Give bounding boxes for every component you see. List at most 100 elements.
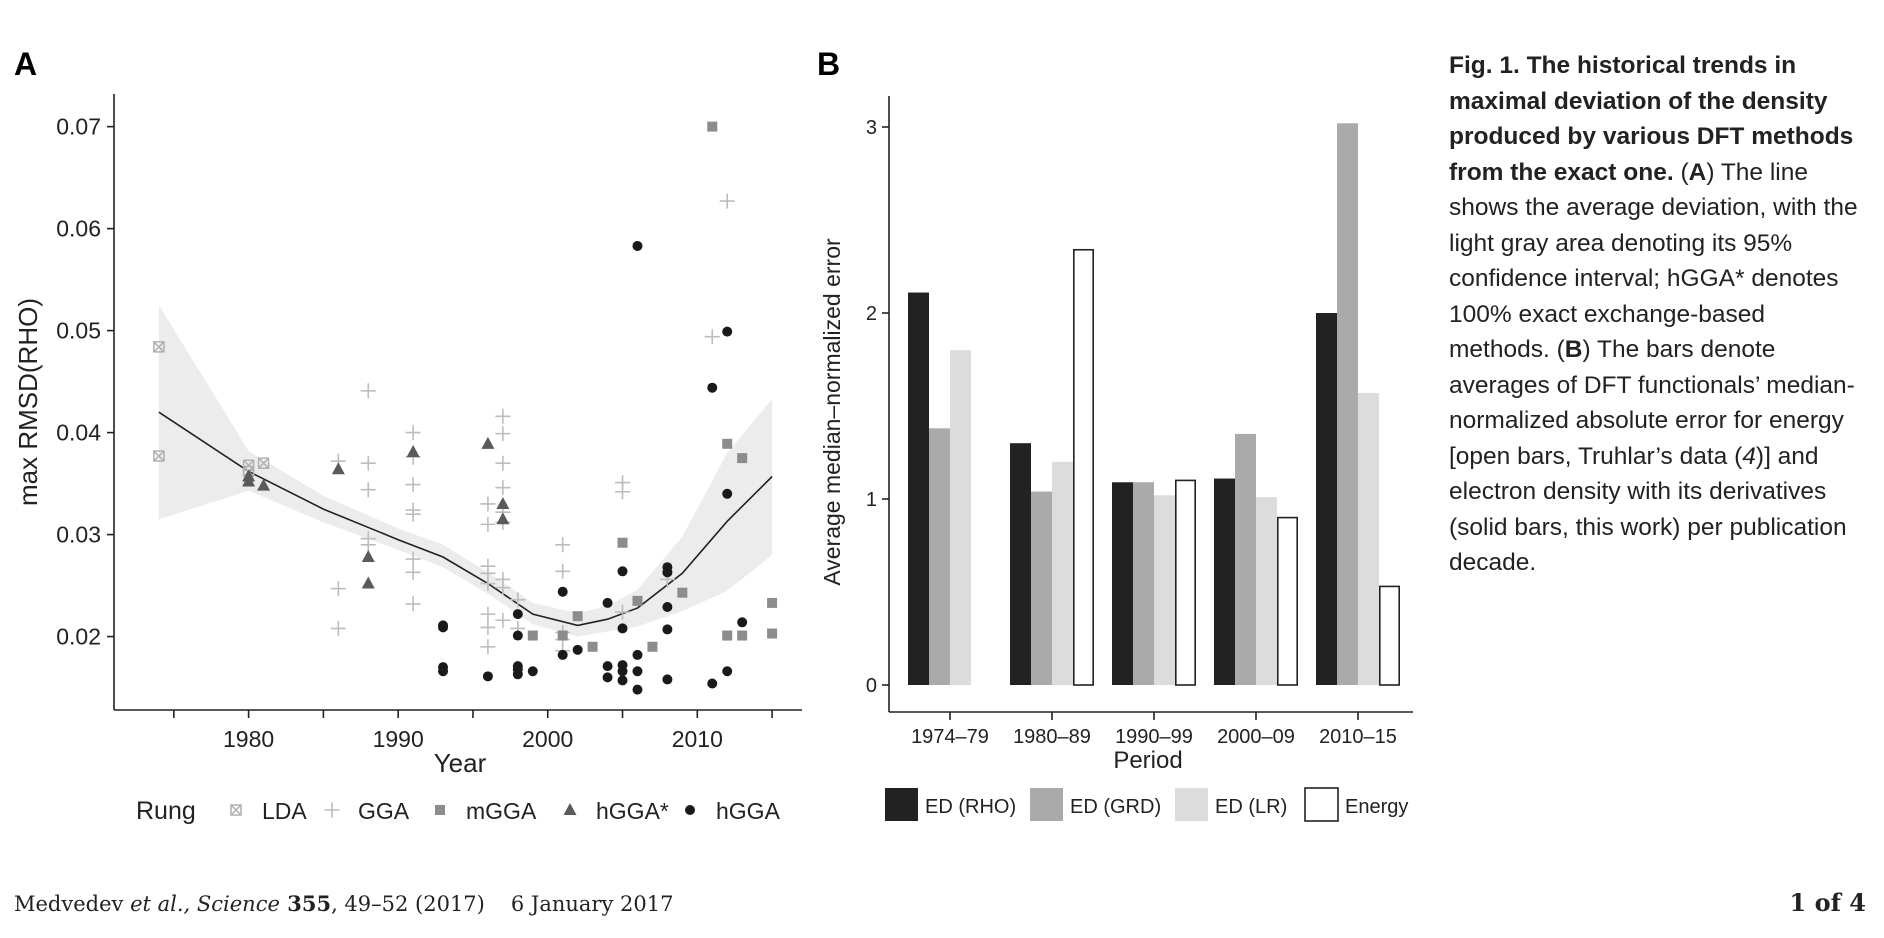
mgga-point <box>527 630 538 641</box>
y-tick-label: 0.07 <box>56 114 101 140</box>
gga-point <box>480 576 496 592</box>
bar-energy-2 <box>1072 248 1094 686</box>
bar-ed-grd-1 <box>929 428 950 685</box>
data-points <box>153 121 778 695</box>
hgga-point <box>737 617 748 628</box>
hgga-point <box>662 567 673 578</box>
gga-point <box>480 606 496 622</box>
legend-marker-gga <box>324 802 340 818</box>
gga-point <box>495 408 511 424</box>
axes-b <box>888 96 1413 713</box>
figure-caption: Fig. 1. The historical trends in maximal… <box>1449 48 1869 581</box>
x-tick-label: 2010 <box>672 726 723 752</box>
y-tick-label: 2 <box>866 303 877 325</box>
mgga-point <box>722 630 733 641</box>
caption-letter-b: B <box>1564 336 1583 363</box>
gga-point <box>495 612 511 628</box>
y-tick-label: 3 <box>866 117 877 139</box>
legend-marker-hgga-star <box>563 803 577 815</box>
bar-energy-3 <box>1174 479 1196 686</box>
gga-point <box>405 564 421 580</box>
mgga-point <box>737 630 748 641</box>
hgga-star-point <box>361 576 375 589</box>
hgga-point <box>632 649 643 660</box>
gga-point <box>480 496 496 512</box>
gga-point <box>480 619 496 635</box>
citation-journal: Science <box>196 892 280 916</box>
gga-point <box>405 596 421 612</box>
x-axis-ticks-b: 1974–79 1980–89 1990–99 2000–09 2010–15 <box>911 712 1397 748</box>
hgga-point <box>438 666 449 677</box>
hgga-point <box>662 674 673 685</box>
panel-letter-a: A <box>14 46 37 82</box>
gga-point <box>510 592 526 608</box>
hgga-point <box>632 666 643 677</box>
legend-label-gga: GGA <box>358 798 410 824</box>
legend-marker-lda <box>230 804 242 816</box>
y-tick-label: 0.02 <box>56 624 101 650</box>
hgga-point <box>707 678 718 689</box>
hgga-point <box>722 326 733 337</box>
bar-ed-lr-2 <box>1052 461 1073 685</box>
hgga-star-point <box>331 462 345 475</box>
hgga-star-point <box>242 474 256 487</box>
bar-ed-lr-5 <box>1358 392 1379 685</box>
hgga-point <box>557 586 568 597</box>
legend-label-mgga: mGGA <box>466 798 537 824</box>
scatter-chart-a: A 0.02 0.03 0.04 0.05 0.06 0.07 1980 1990 2000 2… <box>13 46 802 825</box>
hgga-point <box>662 624 673 635</box>
x-axis-title: Year <box>434 748 487 778</box>
legend-swatch-ed-lr <box>1175 788 1208 821</box>
mgga-point <box>737 453 748 464</box>
bar-energy-5 <box>1378 585 1400 686</box>
hgga-star-point <box>481 436 495 449</box>
hgga-star-point <box>496 512 510 525</box>
gga-point <box>405 425 421 441</box>
x-tick-label: 2010–15 <box>1319 726 1397 748</box>
hgga-point <box>617 566 628 577</box>
y-tick-label: 0.04 <box>56 420 101 446</box>
mgga-point <box>767 628 778 639</box>
y-tick-label: 0.06 <box>56 216 101 242</box>
hgga-point <box>707 382 718 393</box>
bar-ed-lr-1 <box>950 350 971 685</box>
panel-letter-b: B <box>817 46 840 82</box>
hgga-point <box>572 644 583 655</box>
x-tick-label: 1990 <box>373 726 424 752</box>
mgga-point <box>677 587 688 598</box>
caption-title: Fig. 1. The historical trends in maximal… <box>1449 52 1854 186</box>
gga-point <box>555 563 571 579</box>
hgga-point <box>512 669 523 680</box>
bar-ed-rho-4 <box>1214 478 1235 685</box>
x-tick-label: 1990–99 <box>1115 726 1193 748</box>
x-tick-label: 1980–89 <box>1013 726 1091 748</box>
hgga-point <box>482 671 493 682</box>
mgga-point <box>647 641 658 652</box>
legend-label-hgga: hGGA <box>716 798 781 824</box>
bar-ed-rho-5 <box>1316 313 1337 685</box>
trend-line <box>158 411 773 627</box>
x-tick-label: 1974–79 <box>911 726 989 748</box>
gga-point <box>719 193 735 209</box>
hgga-point <box>632 240 643 251</box>
legend-marker-mgga <box>435 805 445 815</box>
x-axis-ticks: 1980 1990 2000 2010 <box>173 710 773 752</box>
mgga-point <box>722 438 733 449</box>
gga-point <box>495 455 511 471</box>
caption-text-end: )] and electron density with its derivat… <box>1449 442 1847 577</box>
legend-swatch-energy <box>1304 787 1339 822</box>
gga-point <box>360 482 376 498</box>
y-tick-label: 0.03 <box>56 522 101 548</box>
lda-point <box>242 459 255 471</box>
hgga-point <box>438 622 449 633</box>
citation-footer: Medvedev et al., Science 355, 49–52 (201… <box>14 891 673 916</box>
hgga-point <box>632 684 643 695</box>
citation-authors: Medvedev <box>14 892 124 916</box>
mgga-point <box>557 630 568 641</box>
y-axis-title-b: Average median–normalized error <box>819 238 845 586</box>
legend-a: Rung LDA GGA mGGA hGGA* hGGA <box>136 797 781 825</box>
hgga-point <box>662 601 673 612</box>
legend-label-lda: LDA <box>262 798 307 824</box>
mgga-point <box>632 595 643 606</box>
hgga-point <box>512 630 523 641</box>
